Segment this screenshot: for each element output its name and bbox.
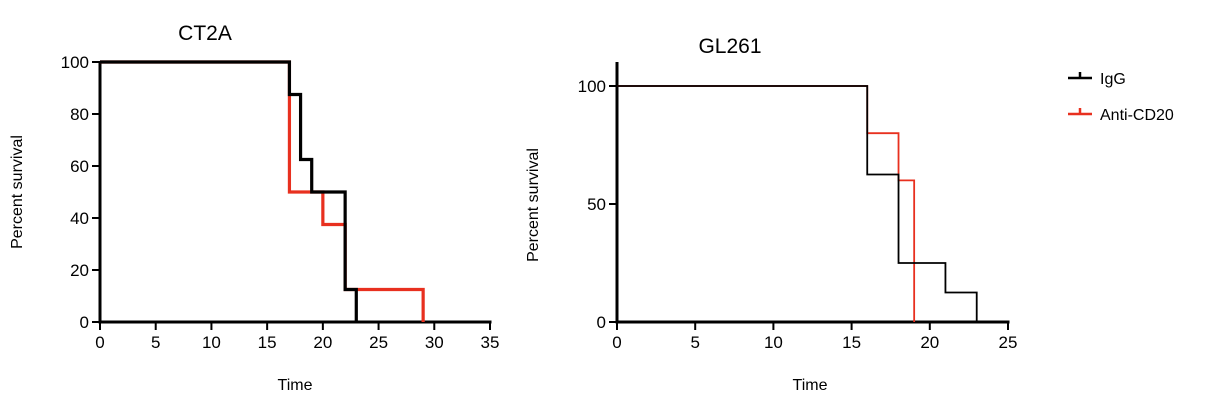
y-tick-label-gl261: 100 (578, 77, 606, 96)
x-tick-label-gl261: 25 (999, 333, 1018, 352)
x-tick-label-ct2a: 0 (95, 333, 104, 352)
legend: IgG Anti-CD20 (1068, 71, 1174, 124)
x-tick-label-gl261: 0 (612, 333, 621, 352)
legend-item-anti-cd20: Anti-CD20 (1068, 107, 1174, 124)
y-tick-label-ct2a: 100 (61, 53, 89, 72)
survival-curve-igg-ct2a (100, 60, 358, 322)
y-tick-label-ct2a: 40 (70, 209, 89, 228)
y-axis-label-gl261: Percent survival (525, 148, 542, 262)
y-tick-label-ct2a: 60 (70, 157, 89, 176)
x-tick-label-gl261: 5 (690, 333, 699, 352)
x-tick-label-ct2a: 35 (481, 333, 500, 352)
y-tick-label-gl261: 0 (597, 313, 606, 332)
x-tick-label-gl261: 10 (764, 333, 783, 352)
survival-curve-anti-cd20-ct2a (100, 60, 425, 322)
y-tick-label-ct2a: 0 (80, 313, 89, 332)
y-axis-label-ct2a: Percent survival (9, 135, 26, 249)
legend-item-igg: IgG (1068, 71, 1126, 88)
legend-label-anti-cd20: Anti-CD20 (1100, 107, 1174, 124)
x-tick-label-ct2a: 20 (313, 333, 332, 352)
x-tick-label-ct2a: 25 (369, 333, 388, 352)
y-tick-label-gl261: 50 (587, 195, 606, 214)
y-tick-label-ct2a: 20 (70, 261, 89, 280)
x-tick-label-gl261: 20 (920, 333, 939, 352)
legend-label-igg: IgG (1100, 71, 1126, 88)
x-tick-label-ct2a: 5 (151, 333, 160, 352)
x-tick-label-ct2a: 15 (258, 333, 277, 352)
chart-title-ct2a: CT2A (178, 22, 232, 45)
x-tick-label-ct2a: 30 (425, 333, 444, 352)
chart-gl261: GL261 Time Percent survival 0 5 10 15 20 25 0 5… (525, 35, 1017, 394)
x-axis-label-ct2a: Time (278, 377, 313, 394)
survival-curve-igg-gl261 (617, 85, 978, 322)
x-tick-label-ct2a: 10 (202, 333, 221, 352)
survival-curve-anti-cd20-gl261 (617, 85, 916, 322)
chart-ct2a: CT2A Time Percent survival 0 5 10 15 20 25 30 3… (9, 22, 499, 394)
x-axis-label-gl261: Time (793, 377, 828, 394)
x-tick-label-gl261: 15 (842, 333, 861, 352)
y-tick-label-ct2a: 80 (70, 105, 89, 124)
chart-title-gl261: GL261 (698, 35, 761, 58)
